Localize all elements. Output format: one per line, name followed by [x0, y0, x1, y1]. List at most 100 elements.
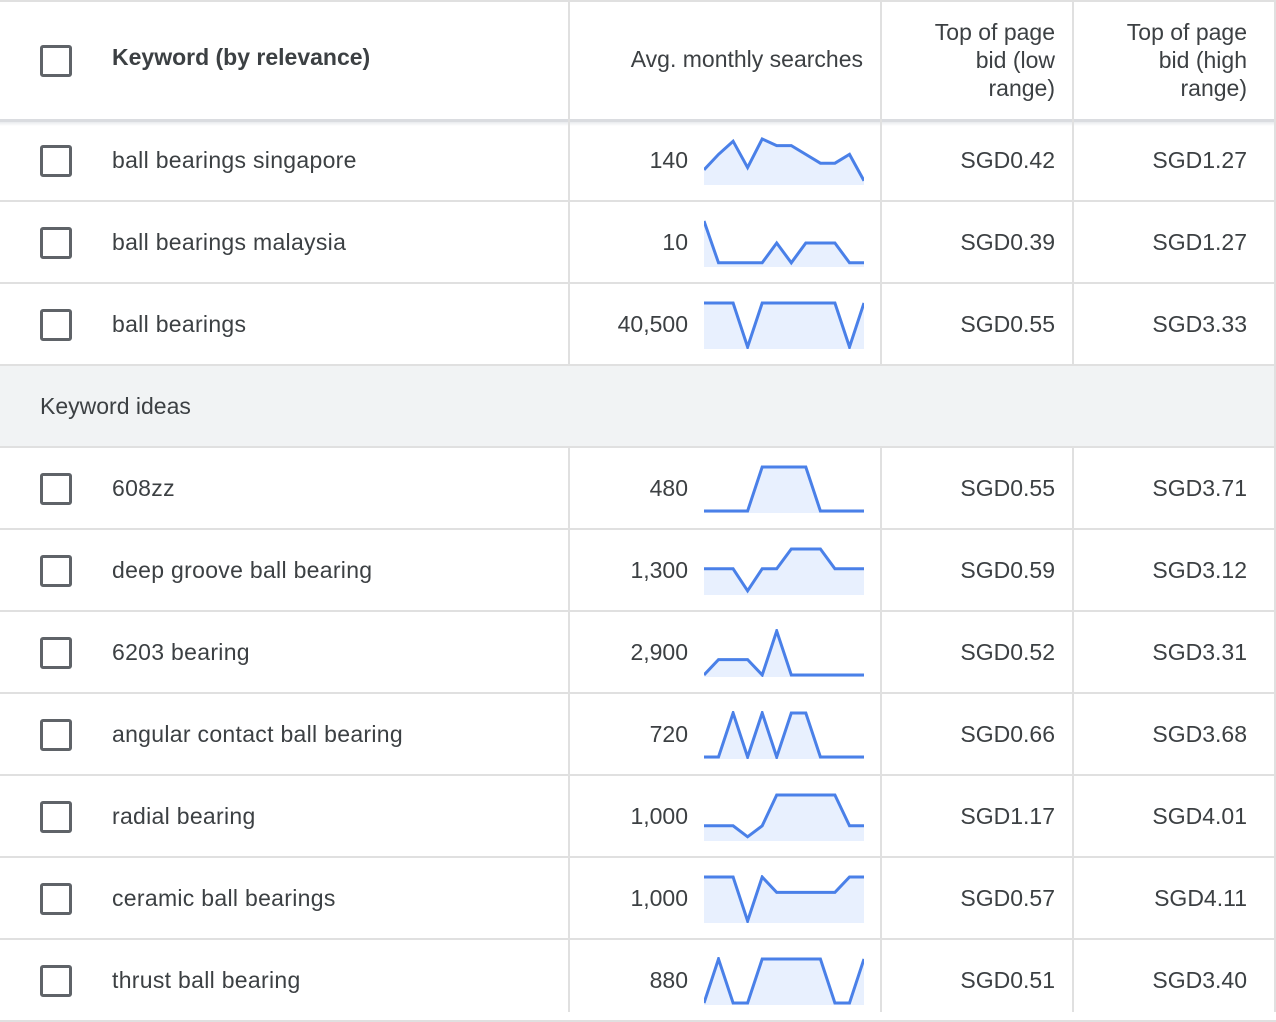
- sparkline-line: [704, 465, 864, 513]
- keyword-column-header[interactable]: Keyword (by relevance): [112, 44, 371, 70]
- keyword-text: ceramic ball bearings: [112, 885, 336, 911]
- table-row: ball bearings malaysia 10 SGD0.39 SGD1.27: [0, 202, 1276, 284]
- keyword-text: 608zz: [112, 475, 175, 501]
- trend-sparkline[interactable]: [704, 465, 864, 513]
- sparkline-line: [704, 711, 864, 759]
- low-bid-value: SGD0.39: [960, 229, 1055, 255]
- sparkline-area: [704, 877, 864, 923]
- avg-monthly-searches-value: 1,000: [630, 885, 688, 911]
- trend-sparkline[interactable]: [704, 957, 864, 1005]
- sparkline-area: [704, 795, 864, 841]
- sparkline-area: [704, 467, 864, 513]
- trend-sparkline[interactable]: [704, 875, 864, 923]
- trend-sparkline[interactable]: [704, 793, 864, 841]
- trend-sparkline[interactable]: [704, 547, 864, 595]
- avg-monthly-searches-header[interactable]: Avg. monthly searches: [630, 46, 863, 72]
- column-divider: [1072, 0, 1074, 366]
- low-bid-value: SGD1.17: [960, 803, 1055, 829]
- table-row: angular contact ball bearing 720 SGD0.66 SG…: [0, 694, 1276, 776]
- table-row: deep groove ball bearing 1,300 SGD0.59 SGD3…: [0, 530, 1276, 612]
- avg-monthly-searches-value: 140: [649, 147, 688, 173]
- avg-monthly-searches-value: 720: [649, 721, 688, 747]
- sparkline-area: [704, 139, 864, 185]
- high-bid-value: SGD3.71: [1152, 475, 1247, 501]
- column-divider: [568, 0, 570, 366]
- row-checkbox[interactable]: [40, 801, 72, 833]
- high-bid-value: SGD4.01: [1152, 803, 1247, 829]
- keyword-text: ball bearings: [112, 311, 247, 337]
- section-label: Keyword ideas: [40, 393, 191, 419]
- trend-sparkline[interactable]: [704, 137, 864, 185]
- sparkline-line: [704, 629, 864, 677]
- sparkline-area: [704, 549, 864, 595]
- row-checkbox[interactable]: [40, 883, 72, 915]
- avg-monthly-searches-value: 2,900: [630, 639, 688, 665]
- low-bid-header[interactable]: Top of page bid (low range): [934, 19, 1055, 101]
- table-row: 6203 bearing 2,900 SGD0.52 SGD3.31: [0, 612, 1276, 694]
- trend-sparkline[interactable]: [704, 301, 864, 349]
- table-row: ball bearings 40,500 SGD0.55 SGD3.33: [0, 284, 1276, 366]
- row-checkbox[interactable]: [40, 145, 72, 177]
- column-divider: [1072, 448, 1074, 1012]
- low-bid-value: SGD0.51: [960, 967, 1055, 993]
- table-right-border: [1274, 0, 1276, 1012]
- table-row: radial bearing 1,000 SGD1.17 SGD4.01: [0, 776, 1276, 858]
- sparkline-area: [704, 959, 864, 1005]
- row-checkbox[interactable]: [40, 637, 72, 669]
- sparkline-line: [704, 220, 864, 266]
- high-bid-value: SGD4.11: [1154, 885, 1247, 911]
- sparkline-area: [704, 303, 864, 349]
- sparkline-line: [704, 547, 864, 594]
- low-bid-value: SGD0.66: [960, 721, 1055, 747]
- table-row: thrust ball bearing 880 SGD0.51 SGD3.40: [0, 940, 1276, 1022]
- row-checkbox[interactable]: [40, 965, 72, 997]
- high-bid-value: SGD1.27: [1152, 147, 1247, 173]
- high-bid-header[interactable]: Top of page bid (high range): [1126, 19, 1247, 101]
- low-bid-value: SGD0.59: [960, 557, 1055, 583]
- keyword-text: ball bearings malaysia: [112, 229, 347, 255]
- sparkline-line: [704, 875, 864, 923]
- keyword-text: angular contact ball bearing: [112, 721, 403, 747]
- row-checkbox[interactable]: [40, 719, 72, 751]
- low-bid-value: SGD0.55: [960, 475, 1055, 501]
- trend-sparkline[interactable]: [704, 629, 864, 677]
- low-bid-value: SGD0.52: [960, 639, 1055, 665]
- keyword-text: radial bearing: [112, 803, 256, 829]
- avg-monthly-searches-value: 480: [649, 475, 688, 501]
- high-bid-value: SGD3.33: [1152, 311, 1247, 337]
- low-bid-value: SGD0.57: [960, 885, 1055, 911]
- avg-monthly-searches-value: 880: [649, 967, 688, 993]
- table-row: 608zz 480 SGD0.55 SGD3.71: [0, 448, 1276, 530]
- keyword-text: thrust ball bearing: [112, 967, 301, 993]
- column-divider: [880, 448, 882, 1012]
- high-bid-value: SGD3.31: [1152, 639, 1247, 665]
- trend-sparkline[interactable]: [704, 219, 864, 267]
- row-checkbox[interactable]: [40, 555, 72, 587]
- trend-sparkline[interactable]: [704, 711, 864, 759]
- keyword-ideas-section: Keyword ideas: [0, 366, 1276, 448]
- row-checkbox[interactable]: [40, 309, 72, 341]
- column-divider: [880, 0, 882, 366]
- low-bid-value: SGD0.42: [960, 147, 1055, 173]
- sparkline-line: [704, 301, 864, 349]
- keyword-text: 6203 bearing: [112, 639, 250, 665]
- keyword-text: ball bearings singapore: [112, 147, 357, 173]
- table-row: ceramic ball bearings 1,000 SGD0.57 SGD4.11: [0, 858, 1276, 940]
- high-bid-value: SGD3.68: [1152, 721, 1247, 747]
- avg-monthly-searches-value: 10: [662, 229, 688, 255]
- low-bid-value: SGD0.55: [960, 311, 1055, 337]
- table-header: Keyword (by relevance) Avg. monthly sear…: [0, 0, 1276, 122]
- row-checkbox[interactable]: [40, 473, 72, 505]
- column-divider: [568, 448, 570, 1012]
- keyword-text: deep groove ball bearing: [112, 557, 373, 583]
- sparkline-line: [704, 137, 864, 182]
- high-bid-value: SGD3.40: [1152, 967, 1247, 993]
- sparkline-line: [704, 793, 864, 839]
- select-all-checkbox[interactable]: [40, 45, 72, 77]
- row-checkbox[interactable]: [40, 227, 72, 259]
- table-row: ball bearings singapore 140 SGD0.42 SGD1.27: [0, 120, 1276, 202]
- sparkline-line: [704, 957, 864, 1005]
- sparkline-area: [704, 221, 864, 267]
- avg-monthly-searches-value: 1,300: [630, 557, 688, 583]
